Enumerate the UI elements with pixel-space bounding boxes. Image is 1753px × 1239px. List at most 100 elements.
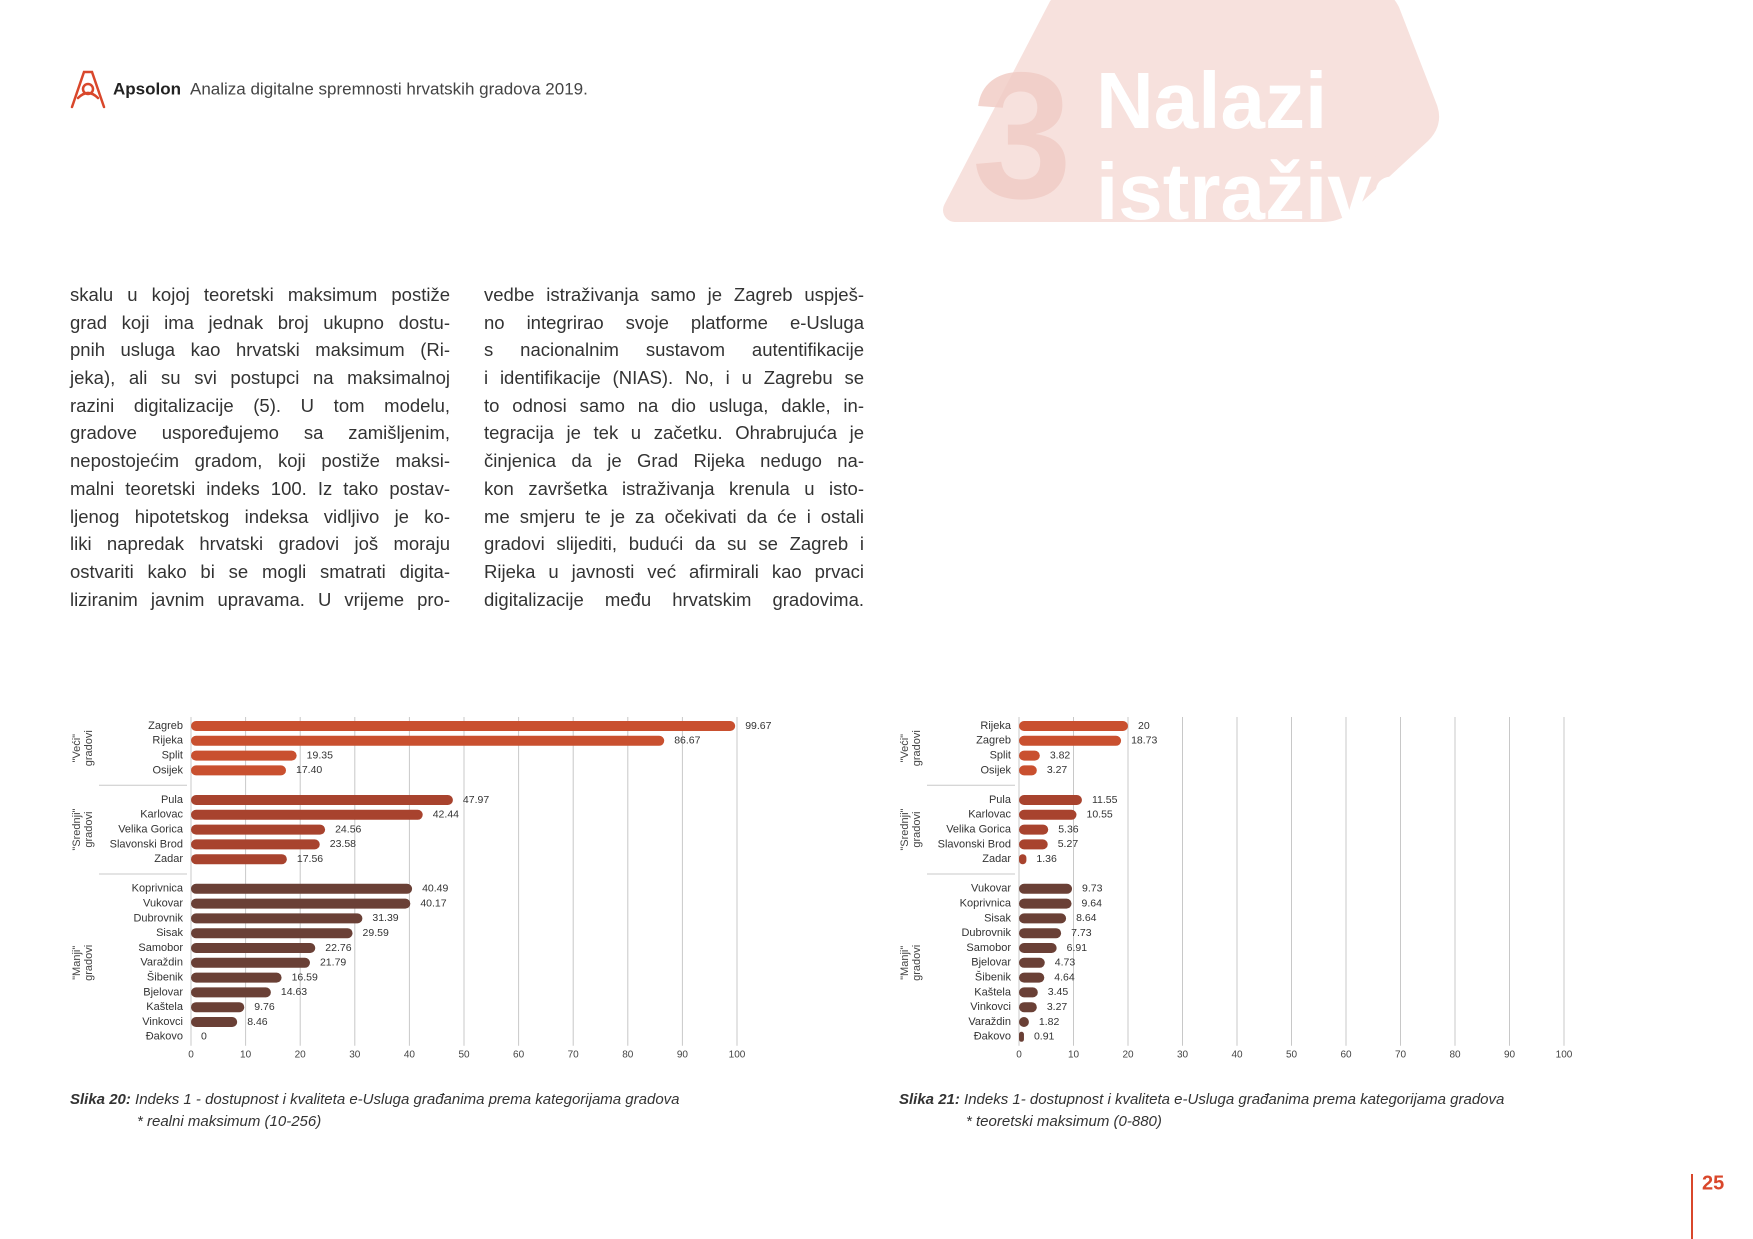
category-label: Slavonski Brod: [110, 838, 183, 850]
body-line: s nacionalnim sustavom autentifikacije: [484, 339, 864, 361]
category-label: Pula: [989, 794, 1012, 806]
bar: [1019, 809, 1077, 820]
body-line: razini digitalizacije (5). U tom modelu,: [70, 394, 450, 416]
bar: [191, 809, 423, 820]
bar: [191, 1002, 245, 1013]
body-line: jeka), ali su svi postupci na maksimalno…: [70, 367, 450, 389]
group-label: gradovi: [83, 730, 95, 766]
caption: Slika 20: Indeks 1 - dostupnost i kvalit…: [70, 1091, 680, 1130]
body-line: činjenica da je Grad Rijeka nedugo na-: [484, 450, 864, 472]
body-line: nepostojećim gradom, koji postiže maksi-: [70, 450, 450, 472]
bar: [1019, 750, 1040, 761]
bar: [191, 987, 271, 998]
category-label: Bjelovar: [143, 986, 183, 998]
section-number: 3: [972, 36, 1072, 237]
section-title: istraživanja: [1096, 147, 1532, 236]
bar: [191, 839, 320, 850]
category-label: Dubrovnik: [961, 927, 1011, 939]
caption-text: Indeks 1- dostupnost i kvaliteta e-Uslug…: [964, 1091, 1505, 1108]
brand: Apsolon: [113, 79, 181, 98]
group-label: "Srednji": [899, 808, 911, 850]
section-title: Nalazi: [1096, 56, 1327, 145]
category-label: Varaždin: [140, 957, 183, 969]
value-label: 19.35: [307, 749, 333, 761]
body-line: no integrirao svoje platforme e-Usluga: [484, 311, 864, 333]
value-label: 0.91: [1034, 1031, 1055, 1043]
category-label: Samobor: [966, 942, 1011, 954]
value-label: 8.64: [1076, 912, 1097, 924]
value-label: 23.58: [330, 838, 356, 850]
x-tick-label: 50: [458, 1049, 470, 1060]
value-label: 17.56: [297, 853, 323, 865]
value-label: 1.36: [1036, 853, 1057, 865]
bar: [191, 957, 310, 968]
bar: [1019, 854, 1027, 865]
body-line: ostvariti kako bi se mogli smatrati digi…: [70, 560, 450, 582]
value-label: 8.46: [247, 1016, 268, 1028]
x-tick-label: 0: [1016, 1049, 1022, 1060]
value-label: 42.44: [433, 809, 459, 821]
body-line: to odnosi samo na dio usluga, dakle, in-: [484, 394, 864, 416]
bar: [1019, 721, 1128, 731]
value-label: 40.17: [420, 897, 446, 909]
x-tick-label: 80: [1449, 1049, 1461, 1060]
category-label: Koprivnica: [960, 898, 1012, 910]
bar: [191, 883, 413, 894]
x-tick-label: 40: [404, 1049, 416, 1060]
value-label: 21.79: [320, 957, 346, 969]
category-label: Đakovo: [146, 1031, 183, 1043]
category-label: Slavonski Brod: [938, 838, 1011, 850]
category-label: Varaždin: [968, 1016, 1011, 1028]
value-label: 6.91: [1067, 942, 1088, 954]
bar: [191, 972, 282, 983]
bar: [191, 765, 287, 776]
x-tick-label: 80: [622, 1049, 634, 1060]
value-label: 7.73: [1071, 927, 1092, 939]
value-label: 11.55: [1092, 794, 1118, 806]
value-label: 3.27: [1047, 1001, 1068, 1013]
bar: [191, 854, 287, 865]
body-line: vedbe istraživanja samo je Zagreb uspješ…: [484, 284, 864, 305]
category-label: Osijek: [152, 764, 183, 776]
bar: [1019, 1002, 1037, 1013]
caption-label: Slika 20:: [70, 1091, 131, 1108]
value-label: 9.73: [1082, 883, 1103, 895]
body-line: gradovi slijediti, budući da su se Zagre…: [484, 533, 864, 555]
category-label: Karlovac: [968, 809, 1011, 821]
category-label: Rijeka: [980, 720, 1011, 732]
group-label: "Veći": [71, 734, 83, 763]
body-line: me smjeru te je za očekivati da će i ost…: [484, 505, 864, 527]
bar: [1019, 972, 1045, 983]
group-label: gradovi: [83, 812, 95, 848]
value-label: 0: [201, 1031, 207, 1043]
group-label: gradovi: [911, 945, 923, 981]
x-tick-label: 90: [677, 1049, 689, 1060]
bar: [191, 824, 326, 835]
bar: [1019, 987, 1038, 998]
value-label: 3.45: [1048, 986, 1069, 998]
body-line: gradove uspoređujemo sa zamišljenim,: [70, 422, 450, 444]
category-label: Zagreb: [148, 720, 183, 732]
category-label: Velika Gorica: [946, 824, 1012, 836]
value-label: 20: [1138, 720, 1150, 732]
body-line: ljenog hipotetskog indeksa vidljivo je k…: [70, 505, 450, 527]
bar: [191, 795, 453, 805]
value-label: 5.36: [1058, 823, 1079, 835]
category-label: Zagreb: [976, 735, 1011, 747]
bar: [191, 943, 316, 953]
group-label: gradovi: [83, 945, 95, 981]
header-title: Analiza digitalne spremnosti hrvatskih g…: [190, 79, 588, 98]
bar: [1019, 824, 1049, 835]
category-label: Kaštela: [146, 1001, 184, 1013]
caption-note: * teoretski maksimum (0-880): [966, 1113, 1162, 1130]
group-label: gradovi: [911, 812, 923, 848]
chart: 0 10 20 30 40 50 60 70 80 90 100"Veći" gradoviZagre…: [71, 717, 772, 1060]
caption-note: * realni maksimum (10-256): [137, 1113, 322, 1130]
caption: Slika 21: Indeks 1- dostupnost i kvalite…: [899, 1091, 1505, 1130]
category-label: Đakovo: [974, 1031, 1011, 1043]
category-label: Koprivnica: [132, 883, 184, 895]
category-label: Vinkovci: [970, 1001, 1011, 1013]
bar: [1019, 795, 1082, 805]
x-tick-label: 10: [240, 1049, 252, 1060]
